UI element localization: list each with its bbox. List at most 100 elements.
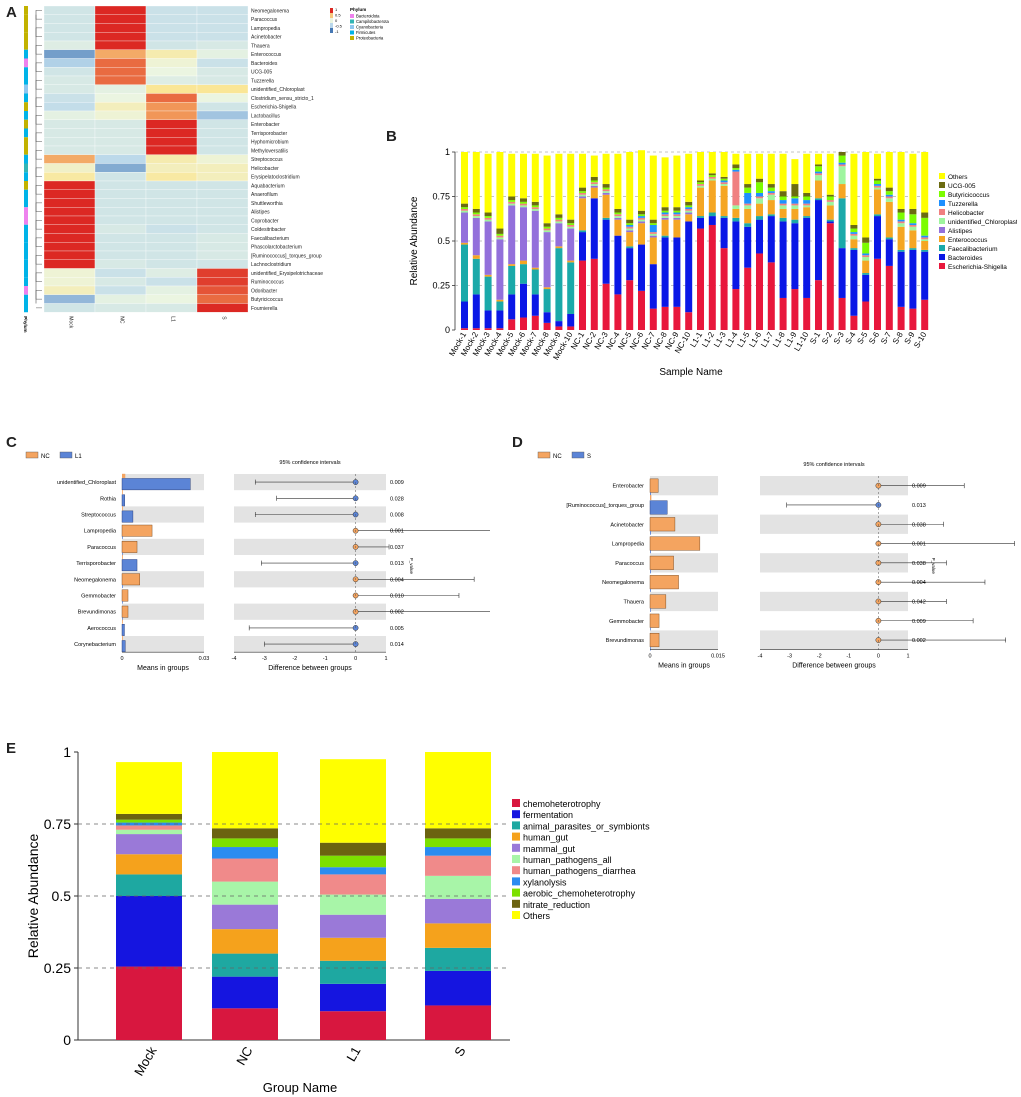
heatmap-cell [43,58,96,68]
bar-segment-unidentified-chloroplast [862,257,870,261]
legend-swatch [939,191,945,197]
bar-segment-enterococcus [555,246,563,249]
phylum-strip-cell [24,172,28,181]
heatmap-cell [94,110,147,120]
bar-segment-escherichia-shigella [508,319,516,330]
heatmap-cell [196,67,249,77]
mean-bar-s [649,500,668,515]
bar-segment-escherichia-shigella [555,326,563,330]
heatmap-row-label: [Ruminococcus]_torques_group [251,253,322,259]
bar-segment-alistipes [685,212,693,215]
mean-bar-s [650,531,651,535]
bar-segment-escherichia-shigella [579,260,586,330]
legend-swatch [512,799,520,807]
dendrogram-branch [35,237,42,247]
mean-bar-l1 [122,552,123,556]
row-band [122,571,204,588]
bar-segment-escherichia-shigella [803,297,811,330]
legend-item-animal-parasites-or-symbionts: animal_parasites_or_symbionts [523,821,650,831]
bar-segment-helicobacter [555,219,563,222]
bar-segment-enterococcus [484,274,492,277]
phylum-strip-cell [24,216,28,225]
bar-segment-butyricicoccus [791,196,799,199]
bar-segment-human-pathogens-diarrhea [116,825,182,830]
bar-segment-human-pathogens-diarrhea [212,858,278,882]
bar-segment-bacteroides [555,321,563,327]
heatmap-column-label: L1 [170,316,176,322]
heatmap-row-label: Methyloversatilis [251,148,288,154]
legend-swatch [939,182,945,188]
bar-segment-bacteroides [885,239,893,266]
heatmap-cell [196,154,249,164]
bar-segment-helicobacter [921,237,929,240]
mean-axis-title: Means in groups [137,665,189,672]
legend-title: Phylum [350,7,366,12]
heatmap-row-label: Streptococcus [251,157,283,163]
bar-segment-nitrate-reduction [116,813,182,820]
bar-segment-enterococcus [649,237,657,265]
p-value: 0.042 [912,599,926,605]
heatmap-cell [94,32,147,42]
bar-segment-butyricicoccus [520,201,527,204]
bar-segment-bacteroides [496,310,504,329]
heatmap-cell [94,163,147,173]
bar-segment-escherichia-shigella [484,328,492,330]
bar-segment-unidentified-chloroplast [638,219,645,222]
heatmap-cell [94,84,147,94]
bar-segment-others [673,155,681,208]
heatmap-cell [94,23,147,33]
mean-axis-title: Means in groups [658,663,710,670]
bar-segment-human-pathogens-diarrhea [425,855,491,876]
bar-segment-others [614,153,622,209]
bar-segment-helicobacter [626,226,634,229]
bar-segment-tuzzerella [756,192,763,197]
mean-bar-l1 [121,559,138,572]
phylum-strip-cell [24,224,28,234]
legend-item-unidentified-chloroplast: unidentified_Chloroplast [948,219,1017,226]
heatmap-cell [145,285,198,295]
legend-swatch [939,227,945,233]
bar-segment-ucg-005 [661,207,669,211]
bar-segment-unidentified-chloroplast [897,223,905,227]
x-axis-title: Sample Name [659,367,723,378]
bar-segment-escherichia-shigella [543,322,551,330]
bar-segment-xylanolysis [212,847,278,859]
bar-segment-enterococcus [638,223,645,245]
heatmap-cell [94,180,147,190]
bar-segment-tuzzerella [862,253,870,256]
heatmap-cell [94,154,147,164]
heatmap-cell [43,137,96,147]
bar-segment-escherichia-shigella [638,290,645,330]
bar-segment-faecalibacterium [756,216,763,220]
row-band [760,591,908,612]
bar-segment-unidentified-chloroplast [909,226,917,231]
bar-segment-enterococcus [520,260,527,265]
bar-segment-others [590,155,598,177]
bar-segment-escherichia-shigella [520,317,527,330]
bar-segment-ucg-005 [543,223,551,227]
heatmap-cell [145,180,198,190]
bar-segment-faecalibacterium [803,216,811,218]
mean-bar-l1 [122,536,123,540]
legend-label-s: S [587,454,591,460]
heatmap-cell [145,23,198,33]
bar-segment-unidentified-chloroplast [803,205,811,208]
bar-segment-alistipes [531,210,539,268]
bar-segment-escherichia-shigella [649,308,657,330]
bar-segment-escherichia-shigella [472,328,480,330]
bar-segment-human-gut [320,937,386,961]
bar-segment-ucg-005 [697,180,704,183]
heatmap-cell [145,189,198,199]
heatmap-cell [94,207,147,217]
heatmap-cell [196,285,249,295]
bar-segment-faecalibacterium [579,230,586,233]
bar-segment-butyricicoccus [496,233,504,236]
dendrogram-branch [35,132,42,142]
bar-segment-bacteroides [732,221,740,290]
bar-segment-faecalibacterium [826,219,834,222]
heatmap-row-label: Coldesitribacter [251,227,286,233]
panel-label-a: A [6,4,17,21]
bar-segment-aerobic-chemoheterotrophy [116,819,182,823]
phylum-strip-cell [24,6,28,15]
bar-segment-ucg-005 [791,184,799,197]
